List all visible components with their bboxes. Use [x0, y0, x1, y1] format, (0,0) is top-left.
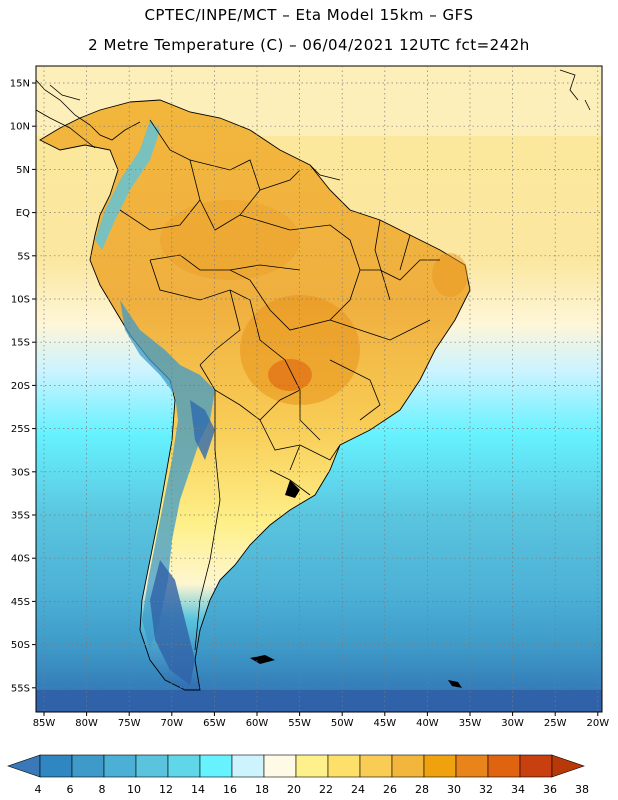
lon-label-55w: 55W	[288, 718, 311, 729]
colorbar-label: 34	[511, 783, 525, 796]
colorbar-swatch	[359, 754, 393, 778]
colorbar-swatch	[327, 754, 361, 778]
colorbar-label: 16	[223, 783, 237, 796]
colorbar-label: 22	[319, 783, 333, 796]
lon-label-75w: 75W	[118, 718, 141, 729]
colorbar-label: 20	[287, 783, 301, 796]
temperature-colorbar	[7, 754, 585, 778]
chart-title-line1: CPTEC/INPE/MCT – Eta Model 15km – GFS	[144, 6, 474, 24]
lat-label-5n: 5N	[16, 165, 30, 176]
colorbar-swatch	[295, 754, 329, 778]
lon-label-50w: 50W	[331, 718, 354, 729]
colorbar-swatch	[391, 754, 425, 778]
chart-title-line2: 2 Metre Temperature (C) – 06/04/2021 12U…	[88, 36, 530, 54]
lon-label-60w: 60W	[246, 718, 269, 729]
colorbar-swatch	[71, 754, 105, 778]
colorbar-label: 30	[447, 783, 461, 796]
colorbar-left-arrow	[7, 754, 41, 778]
central-america-coast	[36, 69, 591, 149]
lat-label-20s: 20S	[11, 381, 30, 392]
colorbar-label: 8	[99, 783, 106, 796]
longitude-labels: 85W 80W 75W 70W 65W 60W 55W 50W 45W 40W 35W 30W 25W 2…	[33, 718, 610, 729]
lon-label-30w: 30W	[501, 718, 524, 729]
colorbar-label: 14	[191, 783, 205, 796]
lat-label-eq: EQ	[16, 208, 30, 219]
colorbar-label: 12	[159, 783, 173, 796]
south-america-land	[39, 99, 471, 691]
lat-label-55s: 55S	[11, 683, 30, 694]
lon-label-45w: 45W	[373, 718, 396, 729]
lat-label-5s: 5S	[17, 251, 30, 262]
lat-label-30s: 30S	[11, 467, 30, 478]
lon-label-40w: 40W	[416, 718, 439, 729]
colorbar-label: 28	[415, 783, 429, 796]
lon-label-35w: 35W	[459, 718, 482, 729]
colorbar-swatch	[487, 754, 521, 778]
lat-label-10s: 10S	[11, 295, 30, 306]
colorbar-swatch	[455, 754, 489, 778]
lat-label-15s: 15S	[11, 338, 30, 349]
lon-label-25w: 25W	[544, 718, 567, 729]
colorbar-swatch	[231, 754, 265, 778]
lat-label-40s: 40S	[11, 554, 30, 565]
colorbar-swatch	[135, 754, 169, 778]
colorbar-labels: 4 6 8 10 12 14 16 18 20 22 24 26 28 30 32 34 36 38	[35, 783, 590, 796]
colorbar-label: 26	[383, 783, 397, 796]
colorbar-label: 36	[543, 783, 557, 796]
lat-label-10n: 10N	[10, 122, 30, 133]
lon-label-70w: 70W	[160, 718, 183, 729]
colorbar-right-arrow	[551, 754, 585, 778]
country-borders	[119, 119, 440, 651]
colorbar-swatch	[199, 754, 233, 778]
colorbar-label: 32	[479, 783, 493, 796]
lon-label-65w: 65W	[203, 718, 226, 729]
lon-label-85w: 85W	[33, 718, 56, 729]
colorbar-label: 10	[127, 783, 141, 796]
colorbar-swatch	[423, 754, 457, 778]
colorbar-label: 24	[351, 783, 365, 796]
lat-label-25s: 25S	[11, 424, 30, 435]
colorbar-swatch	[167, 754, 201, 778]
colorbar-swatch	[39, 754, 73, 778]
colorbar-swatch	[263, 754, 297, 778]
latitude-labels: 15N 10N 5N EQ 5S 10S 15S 20S 25S 30S 35S 40S 45S 50S 5…	[10, 79, 30, 695]
colorbar-label: 18	[255, 783, 269, 796]
map-frame	[35, 65, 603, 713]
axis-ticks	[32, 82, 599, 716]
colorbar-swatch	[103, 754, 137, 778]
colorbar-label: 38	[575, 783, 589, 796]
lat-label-45s: 45S	[11, 597, 30, 608]
lat-label-50s: 50S	[11, 640, 30, 651]
colorbar-label: 4	[35, 783, 42, 796]
lat-label-35s: 35S	[11, 511, 30, 522]
lon-label-80w: 80W	[75, 718, 98, 729]
lat-label-15n: 15N	[10, 79, 30, 90]
colorbar-label: 6	[67, 783, 74, 796]
lon-label-20w: 20W	[586, 718, 609, 729]
colorbar-swatch	[519, 754, 553, 778]
